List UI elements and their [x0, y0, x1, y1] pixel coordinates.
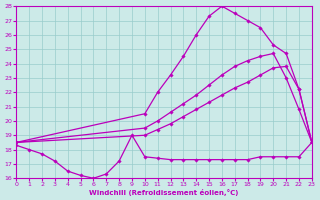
- X-axis label: Windchill (Refroidissement éolien,°C): Windchill (Refroidissement éolien,°C): [89, 189, 239, 196]
